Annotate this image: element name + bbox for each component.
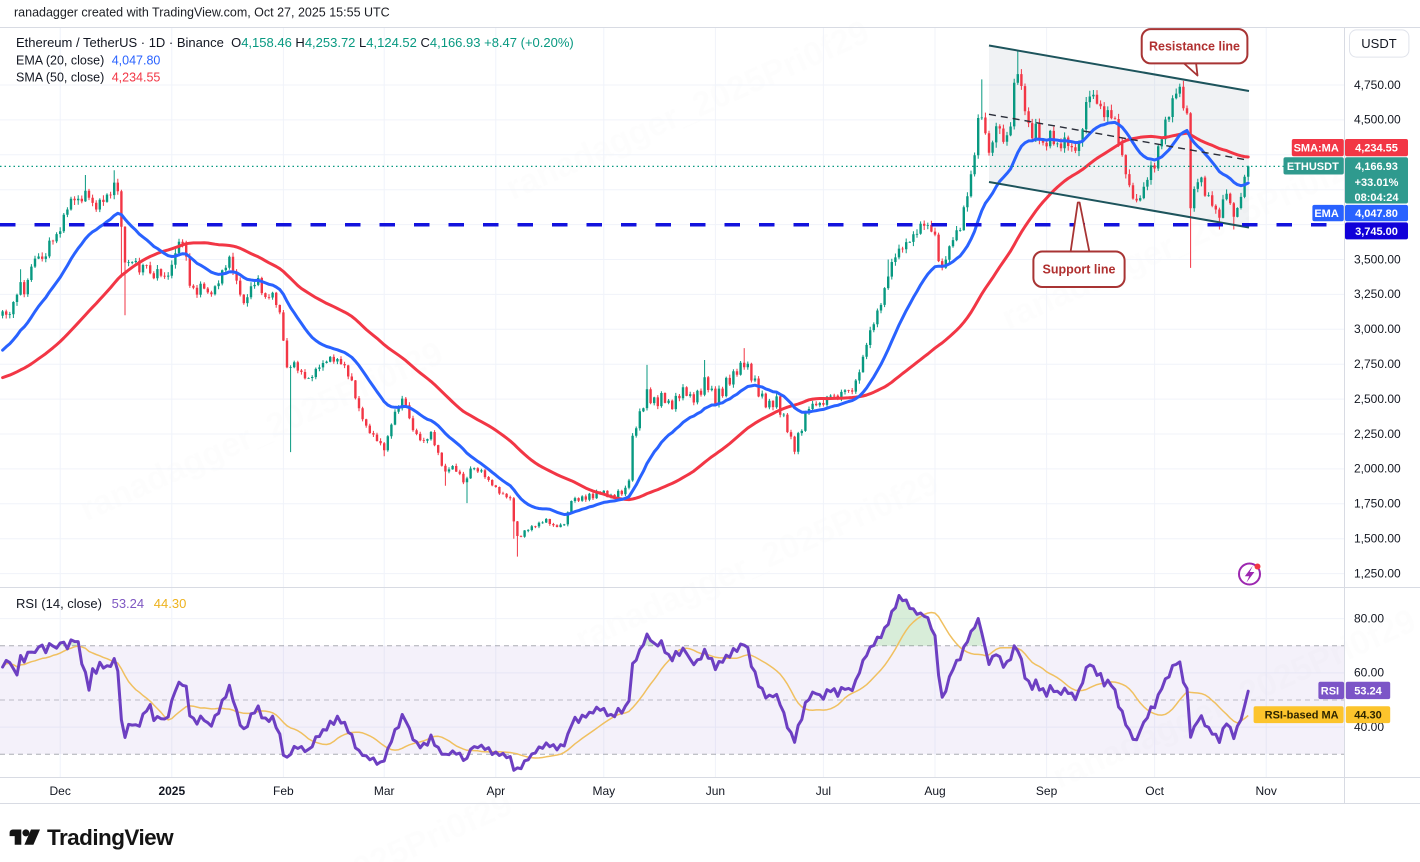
svg-text:3,250.00: 3,250.00 [1354,287,1401,301]
svg-text:SMA:MA: SMA:MA [1294,143,1339,155]
svg-text:Resistance line: Resistance line [1149,40,1240,54]
svg-text:EMA (20, close) 4,047.80: EMA (20, close) 4,047.80 [16,54,160,68]
svg-text:SMA (50, close) 4,234.55: SMA (50, close) 4,234.55 [16,71,160,85]
svg-text:2,250.00: 2,250.00 [1354,427,1401,441]
svg-text:USDT: USDT [1361,36,1396,51]
svg-text:Sep: Sep [1036,784,1058,798]
svg-text:1,250.00: 1,250.00 [1354,566,1401,580]
svg-text:2,750.00: 2,750.00 [1354,357,1401,371]
svg-text:2,500.00: 2,500.00 [1354,392,1401,406]
svg-text:Jul: Jul [816,784,831,798]
svg-text:3,745.00: 3,745.00 [1355,226,1398,238]
svg-text:4,047.80: 4,047.80 [1355,208,1398,220]
svg-text:ranadagger created with Tradin: ranadagger created with TradingView.com,… [14,6,390,20]
svg-text:3,000.00: 3,000.00 [1354,322,1401,336]
svg-text:+33.01%: +33.01% [1355,177,1399,189]
svg-text:60.00: 60.00 [1354,666,1384,680]
svg-text:Support line: Support line [1043,263,1116,277]
svg-text:Apr: Apr [486,784,505,798]
svg-text:40.00: 40.00 [1354,720,1384,734]
svg-text:TradingView: TradingView [47,825,174,850]
svg-text:2025: 2025 [158,784,185,798]
svg-text:RSI-based MA: RSI-based MA [1265,710,1339,722]
svg-text:Feb: Feb [273,784,294,798]
svg-text:1,750.00: 1,750.00 [1354,497,1401,511]
svg-text:RSI (14, close) 53.24 44.30: RSI (14, close) 53.24 44.30 [16,596,186,611]
svg-text:Jun: Jun [706,784,725,798]
svg-text:44.30: 44.30 [1354,710,1382,722]
svg-text:Aug: Aug [924,784,945,798]
svg-text:3,500.00: 3,500.00 [1354,252,1401,266]
svg-text:Oct: Oct [1145,784,1164,798]
svg-text:53.24: 53.24 [1354,685,1382,697]
svg-text:4,500.00: 4,500.00 [1354,113,1401,127]
svg-text:4,166.93: 4,166.93 [1355,161,1398,173]
svg-text:4,750.00: 4,750.00 [1354,78,1401,92]
svg-text:RSI: RSI [1321,685,1339,697]
svg-text:ETHUSDT: ETHUSDT [1287,161,1339,173]
svg-text:May: May [592,784,615,798]
svg-text:1,500.00: 1,500.00 [1354,532,1401,546]
svg-text:Dec: Dec [50,784,71,798]
svg-text:EMA: EMA [1314,208,1339,220]
svg-text:Ethereum / TetherUS · 1D · Bin: Ethereum / TetherUS · 1D · Binance O4,15… [16,35,574,50]
svg-text:80.00: 80.00 [1354,611,1384,625]
svg-text:Mar: Mar [374,784,395,798]
svg-text:Nov: Nov [1256,784,1277,798]
svg-text:08:04:24: 08:04:24 [1354,192,1399,204]
svg-text:4,234.55: 4,234.55 [1355,143,1398,155]
svg-text:2,000.00: 2,000.00 [1354,462,1401,476]
